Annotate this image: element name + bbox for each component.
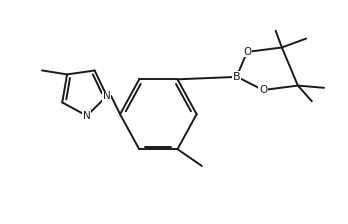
Text: O: O — [243, 47, 251, 57]
Text: B: B — [233, 72, 240, 82]
Text: O: O — [259, 85, 267, 95]
Text: N: N — [103, 91, 111, 101]
Text: N: N — [83, 111, 91, 121]
